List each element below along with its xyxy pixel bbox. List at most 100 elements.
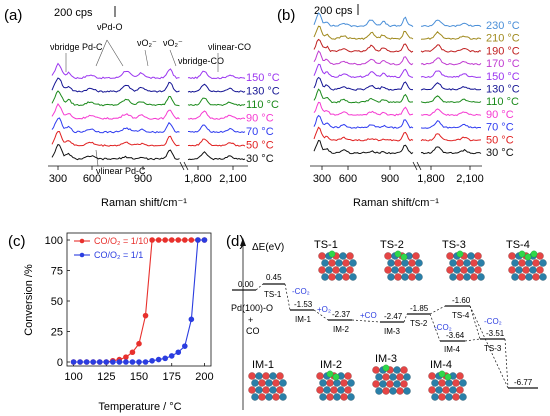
x-tick-label: 200 [195, 371, 213, 383]
cluster-image [372, 364, 411, 395]
raman-trace [313, 63, 482, 79]
data-point [188, 237, 195, 243]
data-point [149, 357, 155, 364]
temperature-label: 190 °C [486, 45, 520, 57]
panel-c: (c) 100 125 150 175 200 0 25 50 75 100 CO/O₂ = 1/… [8, 232, 214, 413]
peak-guides-a [65, 39, 219, 167]
raman-trace [51, 130, 246, 147]
panel-label-b: (b) [277, 7, 295, 24]
data-point [77, 359, 83, 365]
peak-label-o2-a: νO₂⁻ [137, 38, 157, 48]
data-point [162, 355, 168, 362]
im-label-3: IM-3 [375, 353, 397, 365]
temperature-label: 110 °C [246, 99, 279, 111]
atom-cluster-images [248, 250, 547, 401]
raman-trace [313, 88, 482, 104]
x-tick-label: 175 [163, 371, 181, 383]
peak-label-bridge-co: νbridge-CO [178, 56, 224, 66]
data-point [129, 349, 136, 356]
level-connectors [255, 283, 509, 389]
start-state-label: Pd(100)-O [231, 303, 273, 313]
temperature-label: 150 °C [246, 72, 280, 84]
level-name-im1: IM-1 [295, 315, 312, 324]
x-axis-title-b: Raman shift/cm⁻¹ [353, 197, 439, 209]
traces-a [51, 62, 246, 161]
start-co: CO [246, 326, 260, 336]
panel-d: (d) ΔE(eV) Pd(100)-O + CO [226, 233, 547, 410]
data-point [182, 237, 188, 243]
x-axis-title-c: Temperature / °C [98, 401, 181, 413]
energy-axis-title: ΔE(eV) [252, 242, 284, 253]
data-point [123, 359, 129, 365]
peak-label-bridge-pdc: νbridge Pd-C [50, 42, 103, 52]
legend-marker [79, 252, 85, 258]
x-tick-label: 300 [49, 173, 67, 185]
temperature-label: 70 °C [246, 126, 274, 138]
raman-trace [313, 139, 482, 155]
energy-ts4: -1.60 [452, 296, 471, 305]
data-point [136, 340, 142, 347]
panel-label-c: (c) [8, 233, 26, 250]
raman-trace [51, 117, 246, 134]
raman-trace [51, 90, 246, 107]
raman-trace [51, 62, 246, 80]
series-c [70, 237, 208, 365]
cluster-image [428, 370, 467, 401]
data-point [123, 354, 129, 360]
panel-label-d: (d) [226, 233, 244, 250]
cluster-image [508, 250, 547, 281]
energy-im3: -2.47 [384, 312, 403, 321]
x-ticks-a: 300 600 900 1,800 2,100 [49, 166, 247, 185]
data-point [168, 353, 175, 359]
data-point [149, 237, 155, 243]
temperature-label: 130 °C [486, 84, 520, 96]
raman-trace [313, 38, 482, 53]
peak-label-pdo: νPd-O [97, 22, 123, 32]
x-axis-title-a: Raman shift/cm⁻¹ [101, 197, 187, 209]
data-point [182, 343, 188, 349]
x-tick-label: 125 [97, 371, 115, 383]
energy-final: -6.77 [514, 378, 533, 387]
energy-ts1: 0.45 [266, 273, 282, 282]
energy-levels [232, 283, 538, 389]
raman-trace [313, 50, 482, 66]
temperature-label: 130 °C [246, 86, 280, 98]
scale-bar-label-b: 200 cps [314, 5, 353, 17]
data-point [195, 237, 201, 243]
temperature-label: 230 °C [486, 20, 520, 32]
data-point [70, 359, 77, 365]
temperature-label: 70 °C [486, 122, 514, 134]
raman-trace [313, 114, 482, 129]
energy-im4: -3.64 [446, 331, 465, 340]
ts-label-2: TS-2 [380, 239, 404, 251]
im-label-4: IM-4 [430, 359, 452, 371]
data-point [103, 359, 110, 365]
data-point [168, 237, 175, 243]
peak-label-linear-pdc: νlinear Pd-C [96, 166, 146, 176]
step-plus-co: +CO [360, 311, 377, 320]
energy-ts3: -3.51 [486, 329, 505, 338]
energy-axis-arrow [240, 238, 246, 246]
data-point [201, 237, 208, 243]
temperature-label: 50 °C [486, 134, 514, 146]
data-point [136, 359, 142, 365]
raman-trace [313, 25, 482, 40]
raman-trace [51, 103, 246, 120]
data-point [155, 237, 162, 243]
axis-break-b [412, 161, 422, 171]
im-label-2: IM-2 [320, 359, 342, 371]
data-point [96, 359, 103, 365]
temperature-label: 210 °C [486, 33, 520, 45]
level-name-ts2: TS-2 [410, 319, 428, 328]
raman-trace [313, 76, 482, 91]
data-point [90, 359, 96, 365]
ts-label-3: TS-3 [442, 239, 466, 251]
raman-trace [51, 77, 246, 93]
y-axis-title-c: Conversion /% [23, 264, 35, 336]
x-tick-label: 600 [339, 173, 357, 185]
temperature-label: 110 °C [486, 96, 519, 108]
